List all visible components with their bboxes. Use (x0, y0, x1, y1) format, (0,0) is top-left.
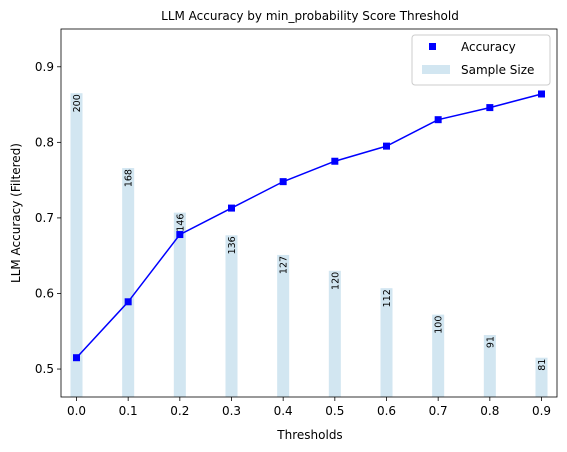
sample-size-bar (277, 254, 290, 397)
sample-size-bar-label: 91 (485, 336, 496, 348)
sample-size-bar (432, 314, 445, 397)
legend-sample-size-swatch (422, 65, 450, 74)
x-tick-label: 0.0 (67, 404, 86, 418)
x-tick-label: 0.2 (170, 404, 189, 418)
legend-accuracy-marker (429, 43, 436, 50)
accuracy-point (228, 204, 235, 212)
sample-size-bar-label: 100 (434, 316, 445, 334)
legend: Accuracy Sample Size (411, 34, 551, 86)
accuracy-point (279, 178, 287, 186)
sample-size-bar-label: 112 (382, 289, 393, 307)
x-tick-label: 0.7 (429, 404, 448, 418)
accuracy-markers (73, 90, 545, 362)
x-tick-label: 0.5 (325, 404, 344, 418)
x-tick-label: 0.1 (119, 404, 138, 418)
x-tick-label: 0.9 (532, 404, 551, 418)
sample-size-bar (328, 270, 341, 397)
accuracy-point (486, 104, 494, 112)
y-tick-label: 0.9 (35, 60, 54, 74)
sample-size-bar-label: 168 (124, 169, 135, 187)
sample-size-bar (122, 168, 135, 397)
accuracy-point (383, 142, 390, 150)
sample-size-bar (483, 335, 496, 397)
x-tick-label: 0.3 (222, 404, 241, 418)
sample-size-bar (225, 235, 238, 397)
y-tick-label: 0.8 (35, 135, 54, 149)
sample-size-bar (380, 288, 393, 397)
x-tick-label: 0.8 (480, 404, 499, 418)
sample-size-bar-label: 81 (537, 359, 548, 371)
accuracy-point (331, 157, 339, 165)
x-tick-label: 0.6 (377, 404, 396, 418)
x-tick-label: 0.4 (274, 404, 293, 418)
sample-size-bar (173, 212, 186, 397)
sample-size-labels: 200 168 146 136 127 120 112 100 91 81 (72, 94, 548, 371)
sample-size-bar-label: 200 (72, 94, 83, 112)
accuracy-point (538, 90, 545, 98)
sample-size-bar-label: 120 (330, 272, 341, 290)
x-axis-label: Thresholds (276, 428, 342, 442)
accuracy-line (75, 93, 542, 359)
accuracy-point (176, 231, 184, 239)
accuracy-point (73, 354, 80, 362)
y-tick-label: 0.5 (35, 362, 54, 376)
sample-size-bar-label: 146 (175, 214, 186, 232)
legend-sample-size-label: Sample Size (461, 63, 534, 77)
legend-accuracy-label: Accuracy (461, 40, 516, 54)
x-axis-ticks: 0.0 0.1 0.2 0.3 0.4 0.5 0.6 0.7 0.8 0.9 (67, 397, 551, 418)
y-axis-label: LLM Accuracy (Filtered) (9, 143, 23, 283)
sample-size-bar (70, 93, 83, 397)
y-tick-label: 0.7 (35, 211, 54, 225)
accuracy-point (124, 298, 132, 306)
sample-size-bar-label: 127 (279, 256, 290, 274)
y-axis-ticks: 0.5 0.6 0.7 0.8 0.9 (35, 60, 61, 376)
sample-size-bars (70, 93, 548, 397)
accuracy-point (434, 116, 442, 124)
y-tick-label: 0.6 (35, 286, 54, 300)
chart-title: LLM Accuracy by min_probability Score Th… (161, 9, 459, 23)
plot-frame (60, 28, 558, 398)
sample-size-bar (535, 357, 548, 397)
sample-size-bar-label: 136 (227, 236, 238, 254)
